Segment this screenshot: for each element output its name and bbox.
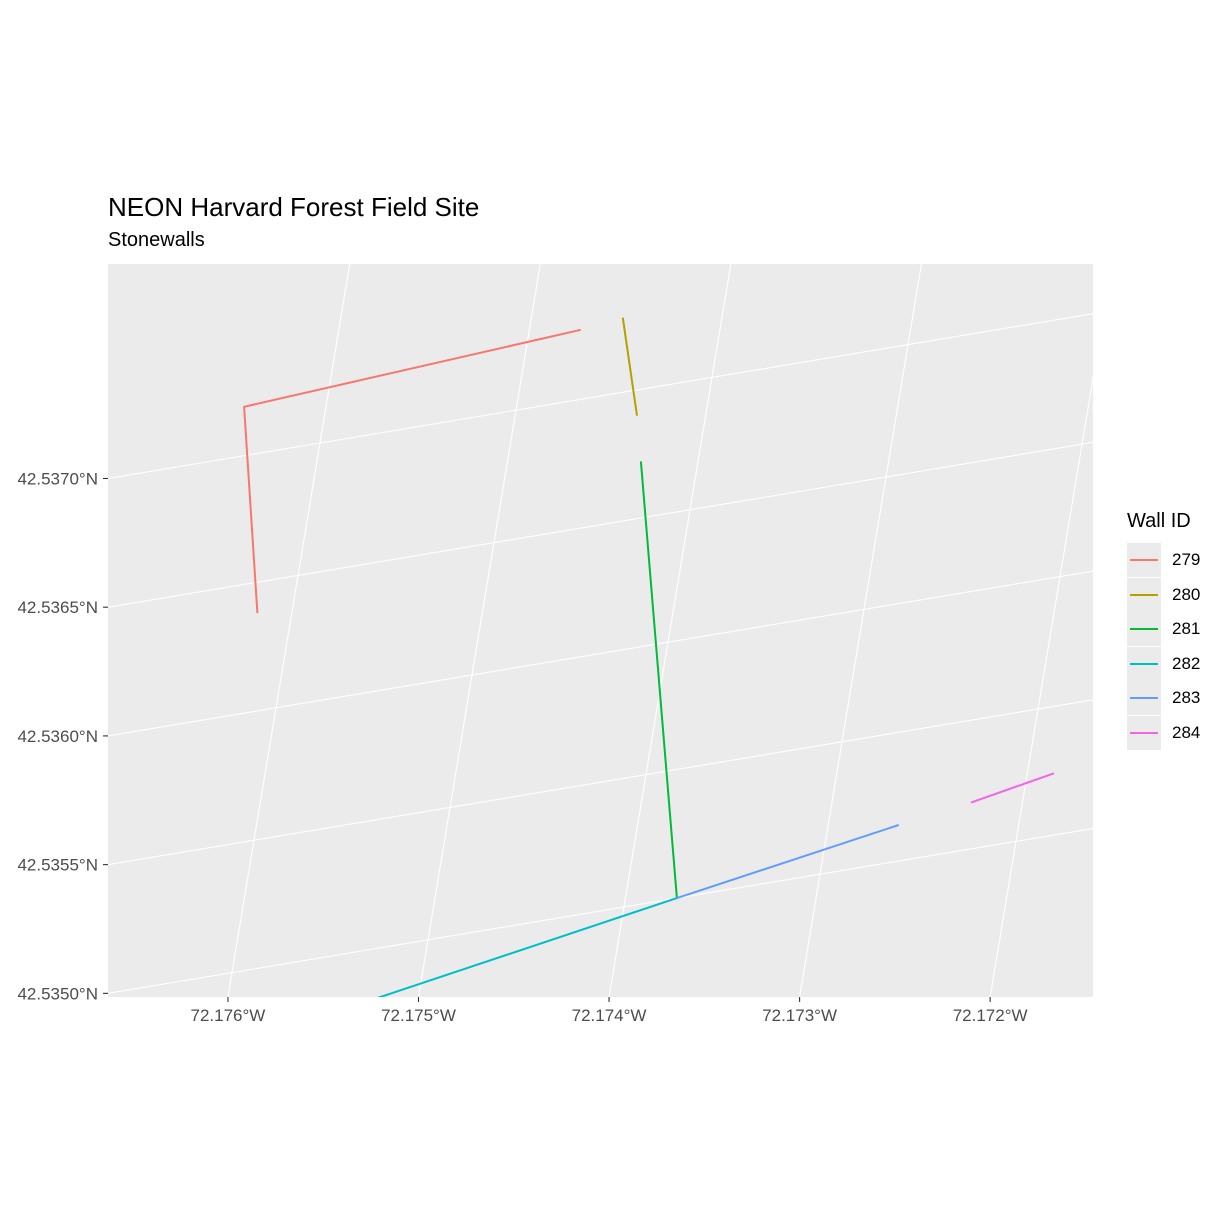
x-tick-label: 72.174°W [572, 1006, 647, 1025]
legend-item-281: 281 [1127, 612, 1217, 646]
legend-key [1127, 543, 1161, 577]
x-tick-label: 72.172°W [953, 1006, 1028, 1025]
wall-279-line [243, 328, 582, 614]
parallel-line [108, 313, 1093, 480]
legend-item-282: 282 [1127, 646, 1217, 681]
legend-label: 280 [1172, 584, 1201, 604]
legend-line-swatch [1130, 593, 1158, 596]
x-tick-label: 72.176°W [191, 1006, 266, 1025]
plot-panel [108, 264, 1093, 997]
parallel-line [108, 570, 1093, 737]
y-tick-label: 42.5350°N [17, 984, 98, 1003]
wall-280-line [621, 317, 638, 416]
legend-item-280: 280 [1127, 577, 1217, 612]
legend-item-279: 279 [1127, 543, 1217, 577]
legend-key [1127, 612, 1161, 646]
legend-line-swatch [1130, 731, 1158, 734]
legend-line-swatch [1130, 628, 1158, 630]
map-title: NEON Harvard Forest Field Site [108, 192, 480, 222]
y-tick-label: 42.5365°N [17, 598, 98, 617]
map-subtitle: Stonewalls [108, 229, 205, 251]
wall-282-line [377, 897, 678, 997]
legend-label: 284 [1172, 722, 1201, 742]
y-tick-label: 42.5355°N [17, 856, 98, 875]
legend-key [1127, 577, 1161, 612]
legend-label: 282 [1172, 653, 1201, 673]
legend-label: 279 [1172, 550, 1201, 569]
wall-lines [243, 317, 1055, 997]
wall-284-line [970, 772, 1055, 804]
y-tick-label: 42.5370°N [17, 469, 98, 488]
graticule [108, 264, 1093, 997]
parallel-line [108, 699, 1093, 866]
legend-key [1127, 715, 1161, 750]
wall-281-line [639, 461, 678, 899]
x-tick-label: 72.173°W [762, 1006, 837, 1025]
legend-line-swatch [1130, 697, 1158, 699]
legend-line-swatch [1130, 559, 1158, 561]
wall-283-line [676, 824, 900, 900]
parallel-line [108, 827, 1093, 994]
legend-item-283: 283 [1127, 681, 1217, 715]
legend-line-swatch [1130, 662, 1158, 665]
x-tick-label: 72.175°W [381, 1006, 456, 1025]
y-tick-label: 42.5360°N [17, 727, 98, 746]
legend-label: 283 [1172, 688, 1201, 707]
legend-label: 281 [1172, 619, 1201, 638]
axes: 72.176°W 72.175°W 72.174°W 72.173°W 72.172°W… [17, 469, 1027, 1025]
legend-item-284: 284 [1127, 715, 1217, 750]
legend-key [1127, 681, 1161, 715]
parallel-line [108, 441, 1093, 608]
legend-key [1127, 646, 1161, 681]
legend-title: Wall ID [1127, 510, 1191, 532]
